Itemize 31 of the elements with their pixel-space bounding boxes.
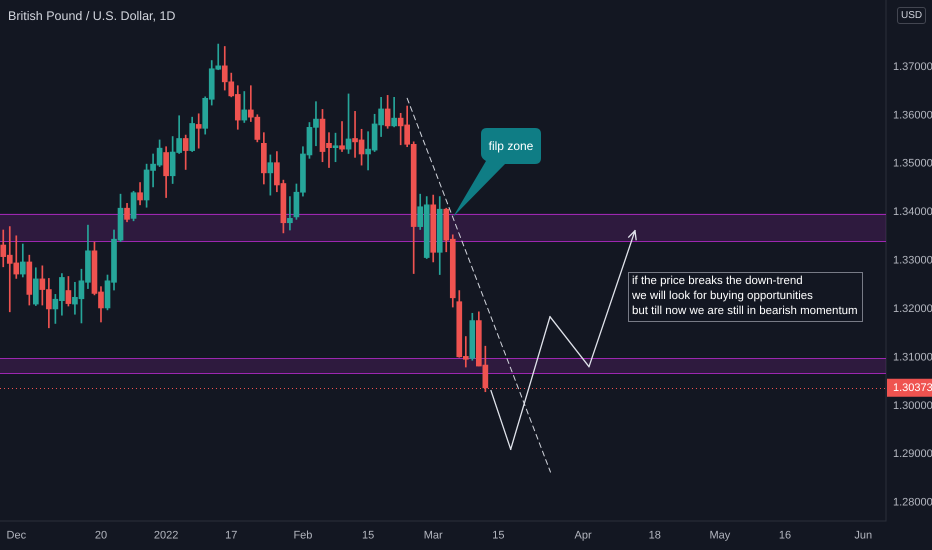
x-tick-label: 18 [648,530,661,542]
annotation: filp zone [488,139,534,153]
x-tick-label: 16 [778,530,792,542]
y-tick-label: 1.33000 [893,254,932,267]
x-tick-label: Jun [854,530,872,542]
y-tick-label: 1.36000 [893,109,932,122]
x-tick-label: 17 [225,530,238,542]
y-tick-label: 1.30000 [893,400,932,412]
y-tick-label: 1.32000 [893,302,932,315]
x-tick-label: 15 [362,530,374,542]
x-tick-label: 15 [492,530,504,542]
y-tick-label: 1.34000 [893,206,932,218]
x-tick-label: Mar [424,530,444,542]
ref-line-label: 1.30373 [893,382,932,394]
x-tick-label: Apr [574,530,592,542]
x-tick-label: Feb [293,530,312,542]
y-axis-title: USD [897,7,926,24]
x-tick-label: 2022 [154,530,178,542]
annotation: if the price breaks the down-trend we will look for buying opportunities but till now we are still in bearish momentum [628,272,863,322]
candlestick [346,94,352,154]
x-tick-label: Dec [6,530,27,542]
y-tick-label: 1.37000 [893,60,932,73]
candlestick [339,121,345,152]
text: British Pound / U.S. Dollar, 1D [8,9,176,23]
y-tick-label: 1.29000 [893,448,932,460]
y-tick-label: 1.31000 [893,351,932,364]
x-tick-label: May [709,530,731,542]
x-tick-label: 20 [94,530,108,542]
y-tick-label: 1.35000 [893,158,932,170]
candlestick [332,132,338,162]
y-tick-label: 1.28000 [893,496,932,509]
